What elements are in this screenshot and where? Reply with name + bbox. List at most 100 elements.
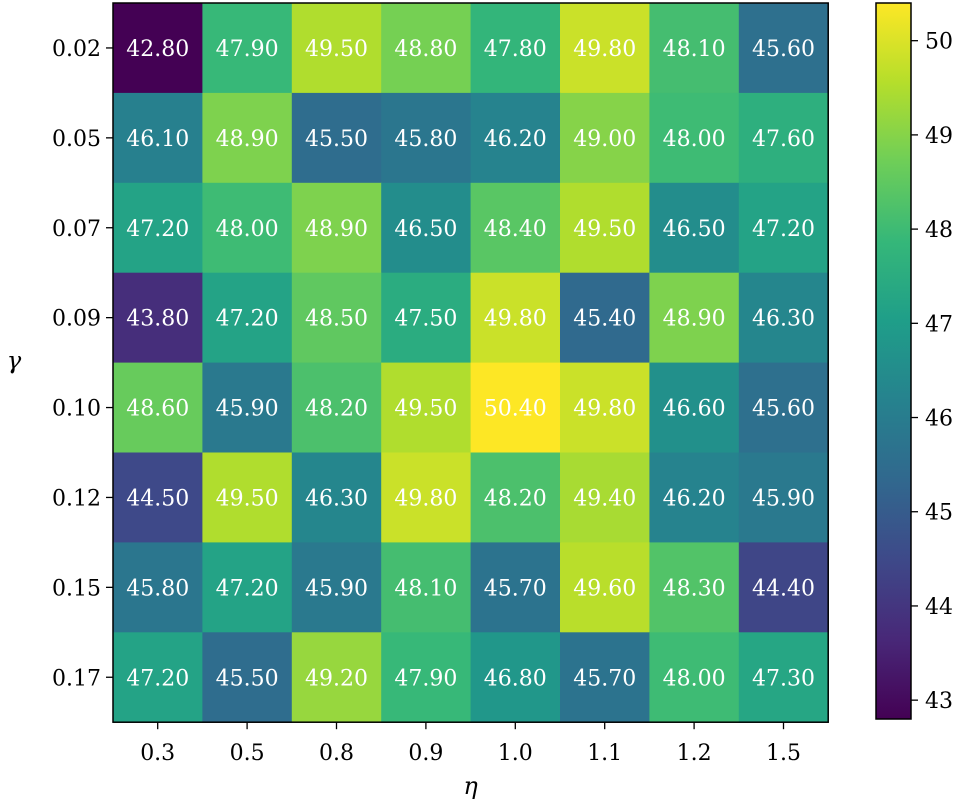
x-axis-label: η [463,772,478,800]
heatmap-cell [649,3,740,94]
heatmap-cell [649,272,740,364]
cell-value-label: 49.50 [305,37,368,62]
heatmap-cell [560,92,650,184]
heatmap-cell [738,182,829,274]
x-tick-label: 0.8 [319,741,354,766]
cell-value-label: 48.10 [394,576,457,601]
y-tick-label: 0.12 [52,486,101,511]
cell-value-label: 47.20 [752,217,815,242]
heatmap-cell [291,542,382,633]
y-tick-label: 0.10 [52,397,101,422]
heatmap-cells [113,3,829,723]
heatmap-cell [291,632,382,723]
cell-value-label: 48.50 [305,307,368,332]
cell-value-label: 48.20 [305,397,368,422]
heatmap-cell [381,182,472,274]
heatmap-cell [381,272,472,364]
heatmap-cell [381,92,472,184]
colorbar [875,2,912,720]
cell-value-label: 45.60 [752,397,815,422]
heatmap-cell [291,92,382,184]
cell-value-label: 49.50 [573,217,636,242]
heatmap-cell [560,272,650,364]
cell-value-label: 44.40 [752,576,815,601]
cell-value-label: 49.40 [573,486,636,511]
x-tick-label: 1.1 [587,741,622,766]
heatmap-cell [470,362,561,454]
heatmap-cell [202,3,293,94]
heatmap-cell [649,182,740,274]
cell-value-label: 46.80 [484,666,547,691]
heatmap-cell [202,542,293,633]
cell-value-label: 48.90 [216,127,279,152]
heatmap-cell-labels: 42.80 47.90 49.50 48.80 47.80 49.80 48.10 45.60… [126,37,815,691]
heatmap-cell [738,362,829,454]
heatmap-cell [560,542,650,633]
x-tick-label: 0.5 [230,741,265,766]
heatmap-cell [113,452,203,543]
heatmap-cell [560,632,650,723]
cell-value-label: 43.80 [126,307,189,332]
cell-value-label: 45.90 [305,576,368,601]
heatmap-cell [738,452,829,543]
heatmap-cell [202,362,293,454]
cell-value-label: 45.50 [216,666,279,691]
cell-value-label: 49.80 [573,397,636,422]
plot-frame [112,2,829,723]
cell-value-label: 50.40 [484,397,547,422]
cell-value-label: 45.80 [126,576,189,601]
cell-value-label: 45.70 [484,576,547,601]
heatmap-cell [291,272,382,364]
cell-value-label: 46.60 [663,397,726,422]
colorbar-tick-label: 45 [925,501,953,526]
cell-value-label: 47.20 [126,666,189,691]
heatmap-cell [381,542,472,633]
cell-value-label: 46.50 [663,217,726,242]
cell-value-label: 46.20 [663,486,726,511]
heatmap-cell [738,3,829,94]
heatmap-cell [649,92,740,184]
cell-value-label: 47.20 [216,576,279,601]
cell-value-label: 48.40 [484,217,547,242]
cell-value-label: 49.50 [216,486,279,511]
heatmap-cell [649,632,740,723]
cell-value-label: 42.80 [126,37,189,62]
heatmap-cell [202,92,293,184]
x-tick-label: 1.0 [498,741,533,766]
y-tick-label: 0.09 [52,307,101,332]
cell-value-label: 46.10 [126,127,189,152]
heatmap-cell [560,182,650,274]
heatmap-cell [738,92,829,184]
colorbar-tick-label: 43 [925,689,953,714]
heatmap-cell [381,3,472,94]
cell-value-label: 46.30 [752,307,815,332]
cell-value-label: 49.60 [573,576,636,601]
colorbar-tick-label: 47 [925,312,953,337]
heatmap-cell [560,452,650,543]
heatmap-cell [470,452,561,543]
cell-value-label: 45.90 [752,486,815,511]
cell-value-label: 49.50 [394,397,457,422]
heatmap-cell [202,272,293,364]
heatmap-cell [738,272,829,364]
x-tick-label: 0.3 [140,741,175,766]
colorbar-tick-label: 48 [925,218,953,243]
cell-value-label: 48.20 [484,486,547,511]
cell-value-label: 45.40 [573,307,636,332]
cell-value-label: 47.90 [394,666,457,691]
cell-value-label: 45.90 [216,397,279,422]
cell-value-label: 49.20 [305,666,368,691]
heatmap-cell [113,182,203,274]
cell-value-label: 47.60 [752,127,815,152]
colorbar-ticks: 43 44 45 46 47 48 49 50 [911,30,953,714]
cell-value-label: 47.80 [484,37,547,62]
colorbar-tick-label: 46 [925,407,953,432]
heatmap-cell [202,182,293,274]
x-tick-label: 0.9 [408,741,443,766]
heatmap-cell [113,92,203,184]
x-tick-label: 1.5 [766,741,801,766]
cell-value-label: 48.00 [216,217,279,242]
heatmap-cell [470,542,561,633]
y-axis-ticks: 0.02 0.05 0.07 0.09 0.10 0.12 0.15 0.17 [52,37,113,691]
colorbar-tick-label: 44 [925,595,953,620]
